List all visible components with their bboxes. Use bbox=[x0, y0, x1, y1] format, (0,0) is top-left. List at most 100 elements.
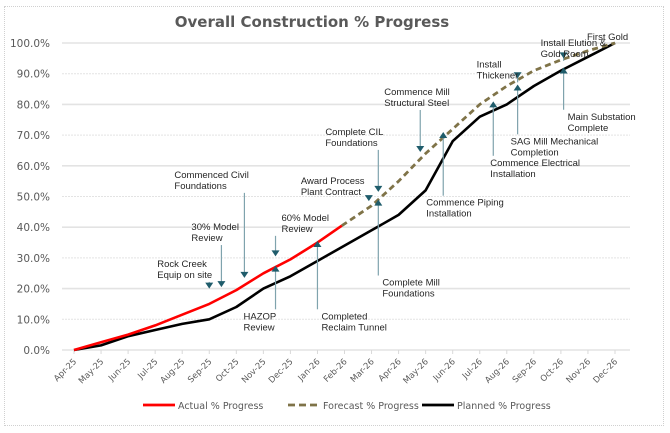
arrow-up-icon bbox=[513, 84, 522, 91]
x-tick-label: Oct-25 bbox=[214, 357, 241, 384]
arrow-up-icon bbox=[559, 67, 568, 74]
legend-label: Actual % Progress bbox=[178, 401, 263, 412]
annotation-label: Commence Piping bbox=[426, 198, 504, 209]
y-axis: 0.0% 10.0% 20.0% 30.0% 40.0% 50.0% 60.0% 70.0% 8… bbox=[10, 38, 50, 357]
arrow-down-icon bbox=[364, 195, 373, 202]
y-tick-label: 60.0% bbox=[17, 161, 50, 173]
x-tick-label: Feb-26 bbox=[322, 357, 350, 385]
annotation-label: Complete Mill bbox=[382, 278, 440, 289]
arrow-down-icon bbox=[240, 271, 249, 278]
y-tick-label: 30.0% bbox=[17, 253, 50, 265]
arrow-up-icon bbox=[313, 241, 322, 248]
annotation-label: 60% Model bbox=[282, 213, 330, 224]
annotation-label: Completion bbox=[511, 147, 559, 158]
arrow-down-icon bbox=[205, 282, 214, 289]
x-tick-label: Jun-25 bbox=[106, 357, 133, 384]
annotation-label: Rock Creek bbox=[157, 259, 207, 270]
x-tick-label: Apr-26 bbox=[377, 357, 404, 384]
x-tick-label: Nov-25 bbox=[240, 357, 268, 385]
arrow-down-icon bbox=[271, 250, 280, 257]
arrow-down-icon bbox=[559, 52, 568, 59]
x-tick-label: May-26 bbox=[402, 357, 431, 386]
x-tick-label: Jul-25 bbox=[135, 357, 160, 382]
y-tick-label: 20.0% bbox=[17, 284, 50, 296]
annotation-label: Installation bbox=[426, 209, 471, 220]
annotation-label: Award Process bbox=[301, 176, 365, 187]
annotation-label: Foundations bbox=[325, 138, 378, 149]
x-tick-label: Jun-26 bbox=[431, 357, 458, 384]
chart-title: Overall Construction % Progress bbox=[175, 13, 449, 31]
annotation: Install Elution &Gold Room bbox=[541, 38, 607, 61]
series-lines bbox=[73, 41, 616, 352]
gridlines bbox=[62, 42, 630, 351]
annotation-label: Thickener bbox=[477, 70, 519, 81]
annotation: First Gold bbox=[587, 32, 628, 43]
annotation-label: First Gold bbox=[587, 32, 628, 43]
annotation-label: Review bbox=[191, 233, 222, 244]
arrow-up-icon bbox=[271, 265, 280, 272]
annotation-label: Commenced Civil bbox=[174, 170, 248, 181]
x-tick-label: Sep-25 bbox=[186, 357, 214, 385]
arrow-down-icon bbox=[217, 281, 226, 288]
annotation-label: Foundations bbox=[382, 289, 435, 300]
annotation-label: Commence Mill bbox=[384, 87, 449, 98]
arrow-down-icon bbox=[513, 72, 522, 79]
x-tick-label: May-25 bbox=[77, 357, 106, 386]
annotation-label: HAZOP bbox=[244, 311, 277, 322]
annotation-label: Complete CIL bbox=[325, 127, 383, 138]
x-tick-label: Oct-26 bbox=[539, 357, 566, 384]
arrow-up-icon bbox=[489, 101, 498, 108]
annotation-label: Main Substation bbox=[568, 112, 636, 123]
legend-label: Planned % Progress bbox=[457, 401, 551, 412]
y-tick-label: 100.0% bbox=[10, 38, 50, 50]
arrow-up-icon bbox=[439, 132, 448, 139]
y-tick-label: 80.0% bbox=[17, 99, 50, 111]
annotation-label: Reclaim Tunnel bbox=[321, 322, 386, 333]
arrow-down-icon bbox=[374, 185, 383, 192]
annotation-label: Plant Contract bbox=[301, 187, 362, 198]
annotation-label: Installation bbox=[490, 169, 535, 180]
x-tick-label: Apr-25 bbox=[52, 357, 79, 384]
annotation-label: SAG Mill Mechanical bbox=[511, 136, 599, 147]
y-tick-label: 70.0% bbox=[17, 130, 50, 142]
arrow-down-icon bbox=[416, 145, 425, 152]
x-tick-label: Jul-26 bbox=[460, 357, 485, 382]
y-tick-label: 10.0% bbox=[17, 314, 50, 326]
legend: Actual % Progress Forecast % Progress Plan… bbox=[143, 401, 551, 412]
x-tick-label: Mar-26 bbox=[349, 357, 377, 385]
annotation-label: Commence Electrical bbox=[490, 158, 580, 169]
x-tick-label: Jan-26 bbox=[296, 357, 323, 384]
annotation-label: Install bbox=[477, 59, 502, 70]
annotation-label: Gold Room bbox=[541, 49, 589, 60]
annotation-label: Equip on site bbox=[157, 270, 212, 281]
x-tick-label: Dec-25 bbox=[267, 357, 296, 386]
y-tick-label: 40.0% bbox=[17, 222, 50, 234]
annotation-label: Completed bbox=[321, 311, 367, 322]
annotation-label: Complete bbox=[568, 123, 609, 134]
x-tick-label: Dec-26 bbox=[592, 357, 621, 386]
annotation-label: Review bbox=[244, 322, 275, 333]
x-tick-label: Aug-25 bbox=[159, 357, 188, 386]
y-tick-label: 90.0% bbox=[17, 69, 50, 81]
x-tick-label: Nov-26 bbox=[565, 357, 593, 385]
annotation-label: Install Elution & bbox=[541, 38, 607, 49]
annotation-label: Foundations bbox=[174, 181, 227, 192]
legend-label: Forecast % Progress bbox=[323, 401, 419, 412]
